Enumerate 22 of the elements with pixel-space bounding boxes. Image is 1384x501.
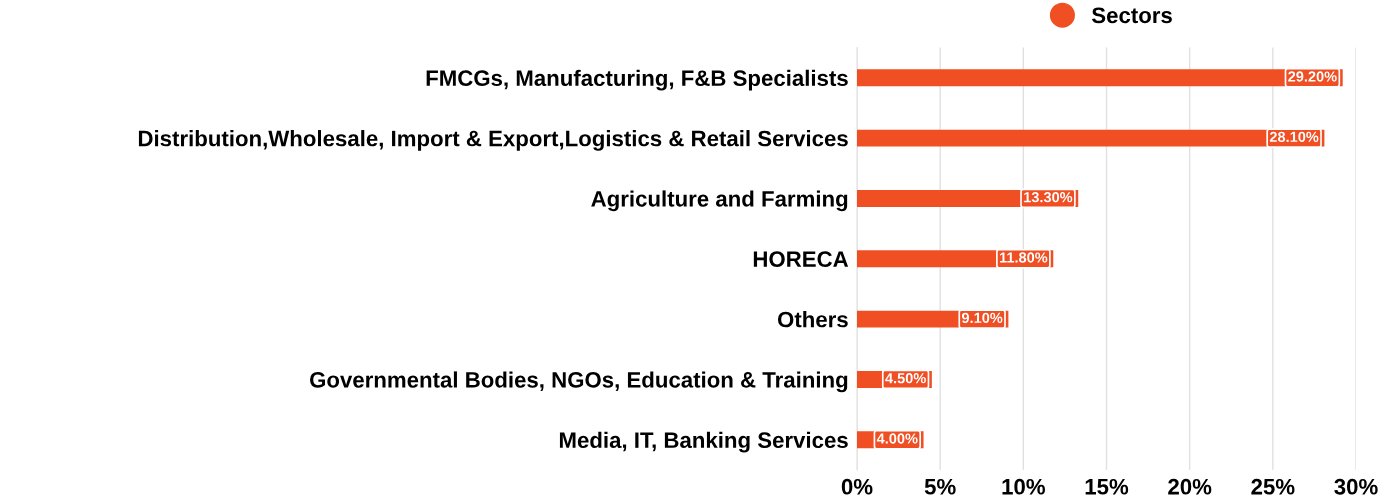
x-tick-label: 5% xyxy=(924,478,956,495)
y-tick-label: Others xyxy=(777,311,848,328)
x-tick-label: 20% xyxy=(1168,478,1212,495)
data-label: 9.10% xyxy=(961,312,1003,324)
x-tick-label: 15% xyxy=(1085,478,1129,495)
data-label: 11.80% xyxy=(999,252,1048,263)
y-tick-label: Media, IT, Banking Services xyxy=(559,431,848,453)
x-tick-label: 25% xyxy=(1251,478,1295,495)
data-label: 13.30% xyxy=(1024,192,1073,203)
y-tick-label: FMCGs, Manufacturing, F&B Specialists xyxy=(426,69,848,91)
data-label: 4.00% xyxy=(876,433,918,444)
y-tick-label: Governmental Bodies, NGOs, Education & Training xyxy=(310,371,848,393)
data-label: 28.10% xyxy=(1269,131,1319,143)
y-tick-label: Agriculture and Farming xyxy=(591,190,848,212)
legend-label: Sectors xyxy=(1091,7,1172,24)
x-tick-label: 30% xyxy=(1334,478,1378,495)
y-tick-label: HORECA xyxy=(753,251,849,268)
x-tick-label: 0% xyxy=(841,478,873,495)
data-label: 29.20% xyxy=(1288,71,1337,82)
data-label: 4.50% xyxy=(885,373,926,384)
x-tick-label: 10% xyxy=(1002,478,1045,495)
y-tick-label: Distribution,Wholesale, Import & Export,Logistics & Retail Services xyxy=(138,130,848,151)
